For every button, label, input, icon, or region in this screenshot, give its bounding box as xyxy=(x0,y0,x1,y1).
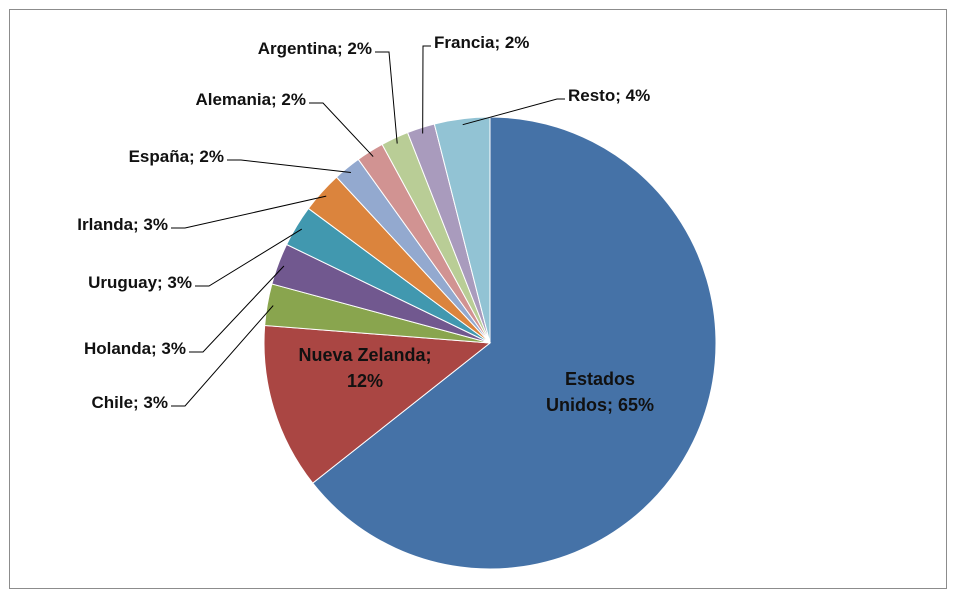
leader-line xyxy=(422,45,431,134)
data-label: Nueva Zelanda; 12% xyxy=(298,345,432,391)
data-label: Chile; 3% xyxy=(91,393,168,412)
data-label: Holanda; 3% xyxy=(83,339,186,358)
leader-line xyxy=(227,159,351,174)
leader-line xyxy=(195,228,303,287)
pie-slice xyxy=(311,116,717,570)
data-label: Irlanda; 3% xyxy=(77,215,168,234)
data-label: Estados Unidos; 65% xyxy=(545,369,655,415)
data-label: Uruguay; 3% xyxy=(88,273,192,292)
pie-slice xyxy=(263,324,492,484)
leader-line xyxy=(189,265,285,353)
leader-line xyxy=(375,51,398,144)
data-label: Argentina; 2% xyxy=(257,39,372,58)
leader-line xyxy=(171,195,327,229)
data-label: Francia; 2% xyxy=(434,33,530,52)
leader-line xyxy=(309,102,374,157)
leader-line xyxy=(462,98,565,126)
data-label: España; 2% xyxy=(128,147,224,166)
leader-line xyxy=(171,305,274,407)
data-label: Resto; 4% xyxy=(568,86,651,105)
data-label: Alemania; 2% xyxy=(195,90,306,109)
